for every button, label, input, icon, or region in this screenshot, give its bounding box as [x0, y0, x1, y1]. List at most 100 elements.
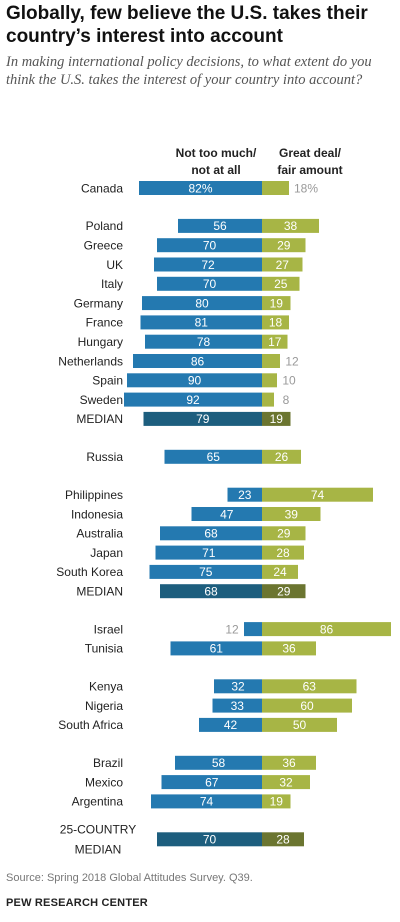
value-label-negative: 33 — [231, 699, 245, 713]
value-label-negative: 12 — [225, 622, 239, 636]
bar-positive — [262, 276, 300, 291]
country-label: France — [86, 316, 124, 330]
bar-negative — [227, 487, 262, 502]
value-label-negative: 70 — [203, 239, 217, 253]
bar-negative — [170, 641, 262, 656]
value-label-negative: 67 — [205, 775, 219, 789]
bar-negative — [160, 526, 262, 541]
bar-positive — [262, 296, 291, 311]
country-label: Russia — [86, 450, 123, 464]
bar-negative — [157, 276, 262, 291]
country-label: Germany — [74, 296, 123, 310]
value-label-negative: 32 — [231, 680, 245, 694]
median-label: MEDIAN — [76, 412, 123, 426]
value-label-positive: 18% — [294, 181, 318, 195]
bar-negative — [142, 296, 262, 311]
bar-negative — [178, 218, 262, 233]
bar-negative — [145, 334, 262, 349]
country-label: Kenya — [89, 680, 123, 694]
value-label-negative: 70 — [203, 833, 217, 847]
median-label: MEDIAN — [76, 585, 123, 599]
bar-positive — [262, 238, 306, 253]
bar-positive — [262, 181, 289, 195]
value-label-positive: 36 — [282, 642, 296, 656]
country-label: Philippines — [65, 488, 123, 502]
bar-positive — [262, 794, 291, 809]
value-label-negative: 70 — [203, 277, 217, 291]
country-label: Sweden — [80, 393, 123, 407]
bar-positive — [262, 698, 352, 713]
value-label-negative: 42 — [224, 718, 238, 732]
value-label-positive: 10 — [282, 374, 296, 388]
bar-negative — [191, 507, 262, 521]
bar-positive — [262, 526, 306, 541]
bar-negative — [244, 622, 262, 637]
value-label-positive: 17 — [268, 335, 282, 349]
bar-negative — [133, 354, 262, 368]
median-bar-positive — [262, 411, 291, 426]
value-label-negative: 58 — [212, 756, 226, 770]
country-label: Greece — [84, 239, 124, 253]
median-label: MEDIAN — [75, 843, 122, 857]
value-label-positive: 32 — [279, 775, 293, 789]
value-label-positive: 38 — [284, 219, 298, 233]
bar-positive — [262, 257, 303, 272]
value-label-positive: 19 — [270, 795, 284, 809]
country-label: Israel — [94, 622, 123, 636]
bar-positive — [262, 679, 357, 694]
source-note: Source: Spring 2018 Global Attitudes Sur… — [6, 872, 253, 884]
value-label-positive: 28 — [276, 546, 290, 560]
value-label-positive: 19 — [270, 296, 284, 310]
country-label: Nigeria — [85, 699, 123, 713]
country-label: South Africa — [58, 718, 123, 732]
value-label-negative: 90 — [188, 374, 202, 388]
value-label-positive: 63 — [303, 680, 317, 694]
country-label: Brazil — [93, 756, 123, 770]
value-label-positive: 36 — [282, 756, 296, 770]
value-label-negative: 78 — [197, 335, 211, 349]
bar-negative — [127, 373, 262, 388]
median-bar-negative — [143, 411, 262, 426]
value-label-positive: 26 — [275, 450, 289, 464]
bar-negative — [140, 315, 262, 330]
median-bar-negative — [157, 832, 262, 847]
chart-subtitle: In making international policy decisions… — [6, 54, 372, 88]
bar-negative — [151, 794, 262, 809]
bar-positive — [262, 641, 316, 656]
bar-positive — [262, 622, 391, 637]
value-label-positive: 12 — [285, 354, 299, 368]
country-label: Argentina — [72, 795, 124, 809]
value-label-negative: 81 — [195, 316, 209, 330]
value-label-negative: 86 — [191, 354, 205, 368]
country-label: Spain — [92, 374, 123, 388]
country-label: Japan — [90, 546, 123, 560]
series-header-negative: Not too much/ — [176, 146, 257, 160]
value-label-positive: 28 — [276, 833, 290, 847]
country-label: Italy — [101, 277, 123, 291]
value-label-negative: 68 — [204, 585, 218, 599]
value-label-negative: 82% — [188, 181, 212, 195]
bar-positive — [262, 564, 298, 579]
bar-positive — [262, 334, 288, 349]
bar-positive — [262, 373, 277, 388]
bar-negative — [212, 698, 262, 713]
bar-negative — [175, 755, 262, 770]
bar-positive — [262, 545, 304, 560]
country-label: Mexico — [85, 775, 123, 789]
value-label-positive: 27 — [276, 258, 290, 272]
chart-title: Globally, few believe the U.S. takes the… — [6, 3, 368, 47]
country-label: South Korea — [56, 565, 123, 579]
bar-positive — [262, 392, 274, 407]
value-label-negative: 74 — [200, 795, 214, 809]
series-header-positive: Great deal/ — [279, 146, 342, 160]
country-label: Hungary — [78, 335, 123, 349]
value-label-negative: 68 — [204, 527, 218, 541]
country-label: Indonesia — [71, 507, 123, 521]
value-label-negative: 80 — [195, 296, 209, 310]
series-header-negative: not at all — [191, 163, 240, 177]
value-label-positive: 8 — [283, 393, 290, 407]
bar-negative — [164, 449, 262, 464]
country-label: Canada — [81, 181, 123, 195]
value-label-negative: 72 — [201, 258, 215, 272]
